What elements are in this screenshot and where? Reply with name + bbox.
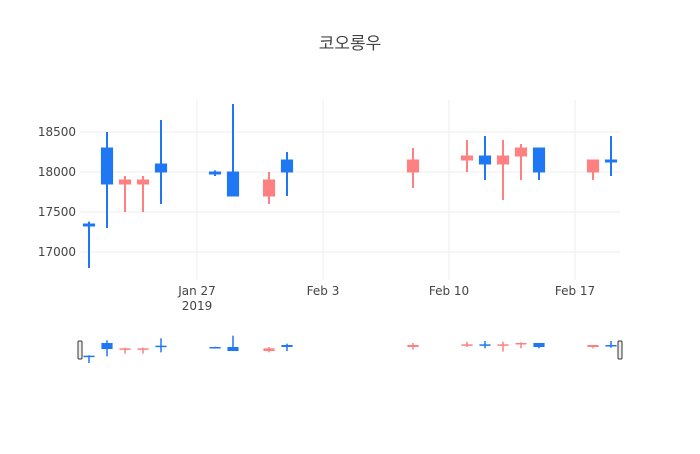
- candle-body: [118, 179, 132, 185]
- slider-candle-body: [119, 348, 131, 350]
- candle-body: [514, 147, 528, 157]
- slider-candle: [515, 342, 527, 349]
- slider-candle-body: [263, 348, 275, 351]
- slider-candle: [605, 341, 617, 348]
- candle: [586, 159, 600, 180]
- candle: [604, 136, 618, 176]
- slider-candle-body: [83, 355, 95, 358]
- candle: [226, 104, 240, 197]
- chart-title: 코오롱우: [319, 34, 382, 54]
- candle: [136, 176, 150, 212]
- candle-body: [460, 155, 474, 161]
- candle-body: [478, 155, 492, 165]
- candle: [280, 152, 294, 196]
- candle-body: [496, 155, 510, 165]
- slider-candle-body: [605, 345, 617, 347]
- slider-candle-body: [155, 345, 167, 348]
- x-tick-sublabel: 2019: [182, 299, 213, 313]
- slider-candle: [137, 347, 149, 354]
- range-slider-left-handle[interactable]: [77, 340, 83, 360]
- y-axis: 17000 17500 18000 18500: [38, 125, 76, 259]
- slider-candle-body: [461, 344, 473, 346]
- slider-candle: [263, 347, 275, 353]
- slider-candle-body: [101, 343, 113, 349]
- y-tick-label: 18500: [38, 125, 76, 139]
- slider-candle-body: [515, 343, 527, 345]
- slider-candle-body: [587, 345, 599, 347]
- range-slider[interactable]: [77, 335, 623, 363]
- candle: [208, 170, 222, 176]
- candle-body: [280, 159, 294, 173]
- slider-candle-body: [479, 344, 491, 346]
- slider-candle-body: [281, 345, 293, 347]
- y-tick-label: 18000: [38, 165, 76, 179]
- candle-body: [226, 171, 240, 197]
- slider-candle: [155, 338, 167, 353]
- candle: [262, 172, 276, 204]
- candle-body: [262, 179, 276, 197]
- candle: [406, 148, 420, 188]
- candle: [460, 140, 474, 172]
- candle: [532, 147, 546, 180]
- slider-candle: [227, 335, 239, 351]
- slider-candle-body: [227, 347, 239, 351]
- slider-candle: [281, 343, 293, 351]
- slider-candle-body: [533, 343, 545, 347]
- candle-body: [586, 159, 600, 173]
- slider-candle: [461, 341, 473, 347]
- candle-body: [604, 159, 618, 163]
- x-tick-label: Feb 10: [429, 284, 469, 298]
- candle: [154, 120, 168, 204]
- slider-candle-body: [497, 344, 509, 346]
- slider-candle: [101, 340, 113, 357]
- slider-candle-body: [407, 345, 419, 347]
- slider-candle: [119, 347, 131, 354]
- candle-body: [208, 171, 222, 175]
- candle-body: [532, 147, 546, 173]
- candles-layer: [82, 104, 618, 268]
- candle: [478, 136, 492, 180]
- slider-candle: [497, 341, 509, 352]
- candle-body: [154, 163, 168, 173]
- candle-body: [100, 147, 114, 185]
- candle-body: [406, 159, 420, 173]
- candle: [100, 132, 114, 228]
- candle: [514, 144, 528, 180]
- candle-body: [82, 223, 96, 227]
- slider-candle: [209, 346, 221, 349]
- slider-candle: [587, 345, 599, 349]
- slider-candle: [533, 343, 545, 349]
- candle: [82, 221, 96, 268]
- grid-layer: [80, 100, 620, 280]
- slider-candle-body: [209, 347, 221, 349]
- slider-candle: [479, 341, 491, 349]
- candle-body: [136, 179, 150, 185]
- slider-candle: [83, 355, 95, 363]
- y-tick-label: 17500: [38, 205, 76, 219]
- y-tick-label: 17000: [38, 245, 76, 259]
- candle: [118, 176, 132, 212]
- x-tick-label: Feb 3: [307, 284, 340, 298]
- slider-candle-body: [137, 348, 149, 350]
- x-tick-label: Feb 17: [555, 284, 595, 298]
- candle: [496, 140, 510, 200]
- slider-candle: [407, 343, 419, 350]
- x-tick-label: Jan 27: [177, 284, 216, 298]
- range-slider-right-handle[interactable]: [617, 340, 623, 360]
